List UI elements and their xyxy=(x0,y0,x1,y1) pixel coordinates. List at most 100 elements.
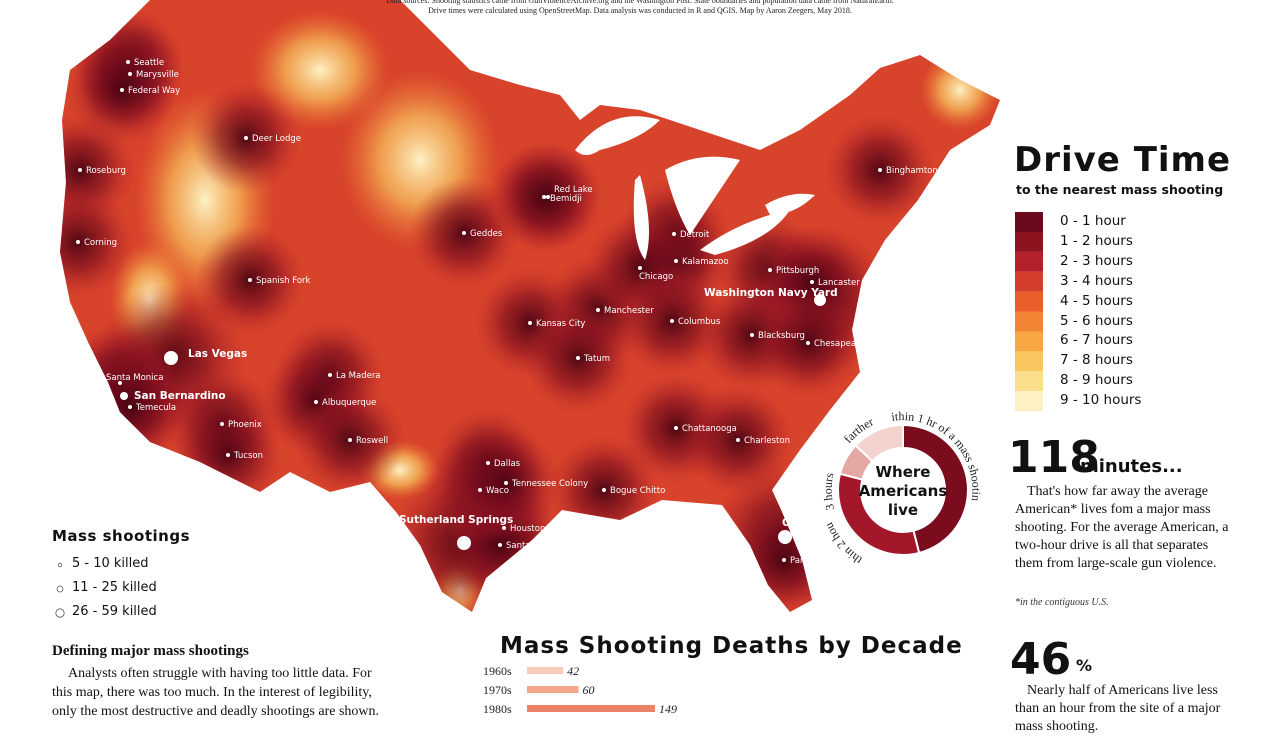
legend-swatch xyxy=(1015,251,1043,272)
stat-footnote: *in the contiguous U.S. xyxy=(1015,597,1109,608)
legend-label: 7 - 8 hours xyxy=(1060,352,1133,369)
city-label: Bogue Chitto xyxy=(610,486,665,496)
city-label: La Madera xyxy=(336,371,381,381)
legend-label: 2 - 3 hours xyxy=(1060,252,1133,269)
legend-label: 9 - 10 hours xyxy=(1060,392,1142,409)
legend-label: 1 - 2 hours xyxy=(1060,232,1133,249)
city-label: Albuquerque xyxy=(322,398,376,408)
city-dot xyxy=(462,231,466,235)
city-label: Tucson xyxy=(233,451,263,461)
city-dot xyxy=(736,438,740,442)
city-dot xyxy=(248,278,252,282)
city-label: Santa Monica xyxy=(106,373,163,383)
shootings-legend-title: Mass shootings xyxy=(52,527,191,545)
city-dot xyxy=(348,438,352,442)
city-label: Tennessee Colony xyxy=(511,479,588,489)
city-label: Federal Way xyxy=(128,86,180,96)
city-label: Bemidji xyxy=(550,194,582,204)
stat-number: 118 xyxy=(1008,432,1100,483)
city-label: Chesapeake xyxy=(814,339,866,349)
map-canvas: Seattle Marysville Federal Way Deer Lodge Ro… xyxy=(0,0,1043,716)
bar xyxy=(527,667,564,674)
city-dot xyxy=(768,268,772,272)
city-dot xyxy=(128,72,132,76)
city-label: Corning xyxy=(84,238,117,248)
city-dot xyxy=(638,266,642,270)
city-label: Chattanooga xyxy=(682,424,737,434)
bar-value: 42 xyxy=(567,664,579,678)
bar-value: 60 xyxy=(583,683,595,697)
city-label: Blacksburg xyxy=(758,331,805,341)
city-label: Roswell xyxy=(356,436,388,446)
city-dot xyxy=(782,558,786,562)
city-label: San Bernardino xyxy=(134,390,226,402)
city-dot xyxy=(78,168,82,172)
city-dot xyxy=(120,88,124,92)
bar-value: 149 xyxy=(659,702,677,716)
city-label: Las Vegas xyxy=(188,348,247,360)
section-title: Defining major mass shootings xyxy=(52,643,249,659)
city-label: Washington Navy Yard xyxy=(704,287,838,299)
city-label: Manchester xyxy=(604,306,654,316)
bar-category: 1970s xyxy=(483,683,512,697)
city-dot xyxy=(498,543,502,547)
city-label: Chicago xyxy=(639,272,673,282)
stat-text: Nearly half of Americans live less than … xyxy=(1015,683,1221,734)
shootings-legend-label: 5 - 10 killed xyxy=(72,556,149,571)
donut-segment xyxy=(902,423,969,555)
city-dot xyxy=(126,60,130,64)
city-dot xyxy=(504,481,508,485)
donut-label-path: 3 hours xyxy=(821,471,838,511)
donut-center xyxy=(863,450,943,530)
city-label: Santa Fe xyxy=(506,541,543,551)
city-dot xyxy=(750,333,754,337)
great-lakes xyxy=(575,116,815,260)
city-label: Houston xyxy=(510,524,545,534)
donut-center-text: Where xyxy=(876,463,931,481)
city-dot xyxy=(478,488,482,492)
shootings-legend-label: 11 - 25 killed xyxy=(72,580,157,595)
legend-swatch xyxy=(1015,351,1043,372)
shooting-size-dot xyxy=(56,585,64,593)
stat-number: 46 xyxy=(1010,634,1072,685)
city-label: Kalamazoo xyxy=(682,257,729,267)
stat-unit: % xyxy=(1076,656,1093,675)
city-label: Charleston xyxy=(744,436,790,446)
city-dot xyxy=(457,536,471,550)
city-label: Parkland xyxy=(790,556,827,566)
legend-label: 6 - 7 hours xyxy=(1060,332,1133,349)
shooting-size-dot xyxy=(57,562,63,568)
city-label: Deer Lodge xyxy=(252,134,301,144)
legend-label: 5 - 6 hours xyxy=(1060,312,1133,329)
bar-category: 1960s xyxy=(483,664,512,678)
city-dot xyxy=(528,321,532,325)
city-dot xyxy=(596,308,600,312)
city-label: Lancaster xyxy=(818,278,860,288)
legend-swatch xyxy=(1015,391,1043,412)
city-label: Dallas xyxy=(494,459,521,469)
city-dot xyxy=(546,195,550,199)
city-label: Geddes xyxy=(470,229,503,239)
city-label: Red Lake xyxy=(554,185,593,195)
city-label: Marysville xyxy=(136,70,179,80)
legend-subtitle: to the nearest mass shooting xyxy=(1016,182,1224,197)
city-dot xyxy=(328,373,332,377)
city-dot xyxy=(226,453,230,457)
legend-swatch xyxy=(1015,371,1043,392)
city-label: Sutherland Springs xyxy=(399,514,513,526)
donut-center-text: live xyxy=(888,501,918,519)
city-label: Detroit xyxy=(680,230,710,240)
city-label: Tatum xyxy=(583,354,610,364)
stat-text: That's how far away the average American… xyxy=(1015,484,1229,571)
city-dot xyxy=(672,232,676,236)
city-dot xyxy=(674,259,678,263)
legend-swatch xyxy=(1015,331,1043,352)
city-label: Seattle xyxy=(134,58,164,68)
city-dot xyxy=(670,319,674,323)
legend-swatch xyxy=(1015,271,1043,292)
source-note: Data sources: Shooting statistics came f… xyxy=(386,0,894,15)
legend-title: Drive Time xyxy=(1014,140,1232,180)
shootings-legend-label: 26 - 59 killed xyxy=(72,604,157,619)
legend-swatch xyxy=(1015,231,1043,252)
page: Seattle Marysville Federal Way Deer Lodge Ro… xyxy=(0,0,1232,734)
